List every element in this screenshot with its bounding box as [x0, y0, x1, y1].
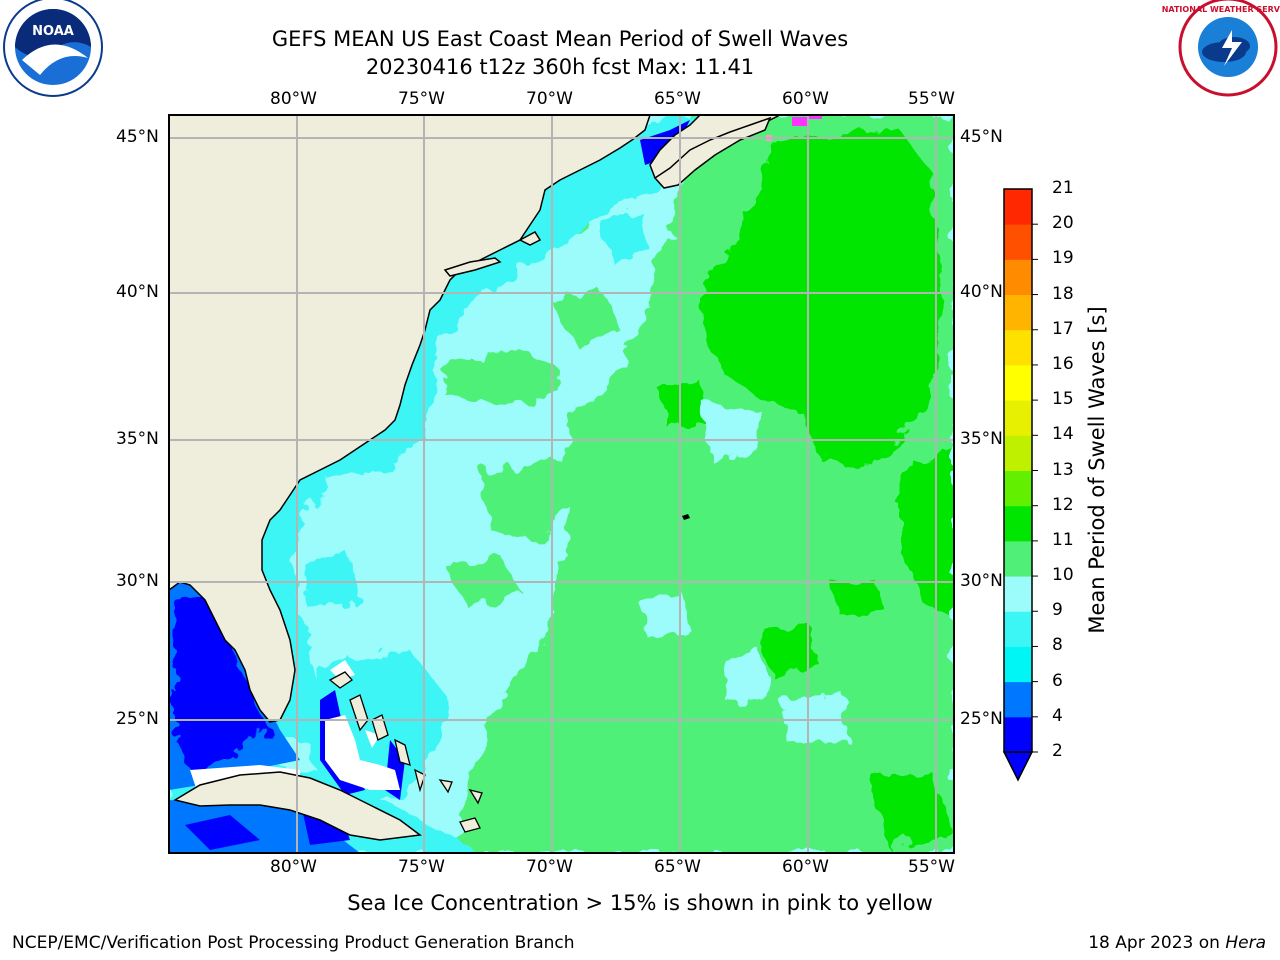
colorbar-tick-label: 14: [1052, 424, 1074, 445]
lon-label-top: 60°W: [782, 89, 829, 109]
colorbar-tick-label: 8: [1052, 635, 1063, 656]
colorbar-tick-label: 21: [1052, 178, 1074, 198]
colorbar-tick-label: 17: [1052, 318, 1074, 339]
nws-logo: NATIONAL WEATHER SERVICE: [1162, 0, 1280, 97]
colorbar-frame: [1003, 188, 1033, 753]
map-frame: [168, 114, 955, 854]
colorbar-swatch: [1004, 329, 1032, 366]
map-gridlines: [169, 115, 954, 853]
lat-label-right: 35°N: [960, 429, 1003, 449]
colorbar-swatch: [1004, 435, 1032, 471]
lat-label-right: 30°N: [960, 571, 1003, 591]
lon-label-bottom: 55°W: [908, 857, 955, 877]
lat-label-right: 45°N: [960, 127, 1003, 147]
colorbar-extend-arrow: [1002, 751, 1034, 782]
map-subtitle: 20230416 t12z 360h fcst Max: 11.41: [365, 55, 755, 79]
noaa-logo: NOAA: [3, 0, 103, 97]
lat-label-left: 35°N: [116, 429, 159, 449]
colorbar: [1002, 188, 1038, 782]
colorbar-swatch: [1004, 364, 1032, 401]
lon-label-top: 65°W: [654, 89, 701, 109]
machine-name: Hera: [1225, 933, 1266, 953]
nws-logo-text: NATIONAL WEATHER SERVICE: [1162, 5, 1280, 14]
land-cape-cod: [518, 231, 542, 246]
colorbar-tick-label: 4: [1052, 705, 1063, 726]
colorbar-label-text: Mean Period of Swell Waves [s]: [1085, 306, 1109, 634]
land-bermuda: [682, 514, 690, 520]
lon-label-top: 75°W: [398, 89, 445, 109]
colorbar-swatch: [1004, 259, 1032, 296]
credit-line: NCEP/EMC/Verification Post Processing Pr…: [12, 933, 575, 953]
lon-label-bottom: 80°W: [270, 857, 317, 877]
colorbar-tick-label: 16: [1052, 353, 1074, 374]
map-title: GEFS MEAN US East Coast Mean Period of S…: [271, 27, 849, 51]
colorbar-tick-label: 10: [1052, 565, 1074, 586]
swell-10-11-region: [660, 130, 954, 850]
lat-label-right: 25°N: [960, 709, 1003, 729]
colorbar-tick-label: 15: [1052, 389, 1074, 410]
colorbar-tick-label: 2: [1052, 741, 1063, 761]
swell-2-6-gulf: [169, 580, 405, 853]
colorbar-swatches: [1004, 189, 1038, 753]
sea-ice-caption: Sea Ice Concentration > 15% is shown in …: [347, 891, 933, 915]
colorbar-swatch: [1004, 646, 1032, 683]
land-long-island: [443, 257, 502, 277]
lon-label-bottom: 60°W: [782, 857, 829, 877]
lat-label-left: 40°N: [116, 282, 159, 302]
lat-label-right: 40°N: [960, 282, 1003, 302]
colorbar-tick-label: 11: [1052, 529, 1074, 550]
noaa-logo-text: NOAA: [32, 24, 74, 39]
date-text: 18 Apr 2023 on: [1088, 933, 1220, 953]
lon-label-bottom: 70°W: [526, 857, 573, 877]
colorbar-swatch: [1004, 224, 1032, 260]
colorbar-tick-label: 20: [1052, 213, 1074, 234]
colorbar-swatch: [1004, 540, 1032, 577]
colorbar-swatch: [1004, 681, 1032, 718]
colorbar-tick-label: 9: [1052, 600, 1063, 621]
lon-label-bottom: 75°W: [398, 857, 445, 877]
lon-label-top: 80°W: [270, 89, 317, 109]
land-hispaniola: [459, 817, 481, 833]
date-stamp: 18 Apr 2023 on Hera: [1088, 933, 1266, 953]
land-bahamas: [328, 671, 483, 805]
colorbar-swatch: [1004, 189, 1032, 225]
colorbar-swatch: [1004, 505, 1032, 542]
colorbar-swatch: [1004, 716, 1032, 753]
lon-label-bottom: 65°W: [654, 857, 701, 877]
colorbar-tick-label: 18: [1052, 283, 1074, 304]
lat-label-left: 45°N: [116, 127, 159, 147]
colorbar-tick-label: 19: [1052, 248, 1074, 269]
lon-label-top: 55°W: [908, 89, 955, 109]
colorbar-tick-label: 6: [1052, 670, 1063, 691]
colorbar-swatch: [1004, 400, 1032, 436]
swell-8-9-patches: [640, 400, 850, 745]
lat-label-left: 25°N: [116, 709, 159, 729]
lon-label-top: 70°W: [526, 89, 573, 109]
map-area: [169, 115, 954, 853]
lat-label-left: 30°N: [116, 571, 159, 591]
swell-2-4-fundy: [640, 120, 690, 165]
colorbar-swatch: [1004, 611, 1032, 647]
colorbar-tick-label: 12: [1052, 494, 1074, 515]
colorbar-swatch: [1004, 576, 1032, 612]
colorbar-tick-label: 13: [1052, 459, 1074, 480]
land-us-east-coast: [169, 115, 651, 723]
colorbar-swatch: [1004, 294, 1032, 331]
colorbar-swatch: [1004, 470, 1032, 507]
